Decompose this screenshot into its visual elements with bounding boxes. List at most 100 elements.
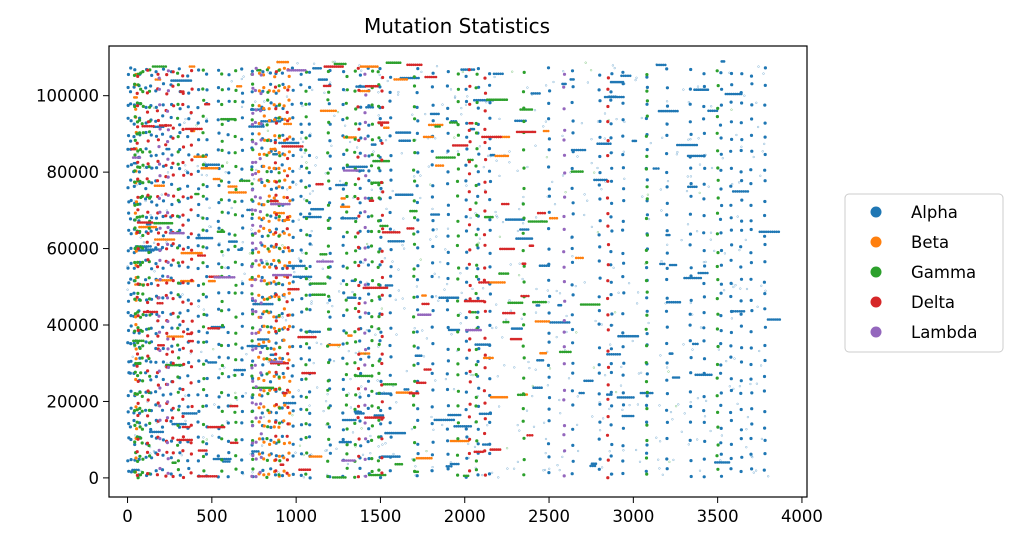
data-point (291, 313, 295, 317)
data-point (382, 416, 385, 419)
data-point (182, 330, 186, 334)
data-point (431, 309, 435, 313)
data-point (478, 145, 482, 148)
data-point (126, 103, 130, 107)
data-point (257, 229, 261, 233)
data-point (598, 303, 601, 306)
data-point (476, 267, 480, 271)
data-point (516, 229, 520, 233)
data-point (476, 170, 480, 174)
data-point (226, 211, 230, 215)
data-point (139, 469, 142, 473)
data-point (665, 277, 669, 282)
data-point (716, 410, 720, 414)
data-point (517, 274, 521, 277)
data-point (476, 106, 480, 110)
data-point (262, 297, 266, 301)
data-point (344, 298, 348, 302)
data-point (696, 397, 700, 400)
data-point (149, 427, 153, 432)
data-point (404, 193, 408, 196)
data-point (260, 295, 265, 299)
data-point (558, 292, 562, 295)
data-point (170, 350, 175, 354)
data-point (217, 183, 221, 188)
data-point (767, 475, 770, 478)
data-point (214, 361, 218, 364)
data-point (522, 323, 526, 327)
data-point (216, 148, 220, 152)
data-point (304, 185, 308, 189)
data-point (268, 71, 272, 75)
data-point (688, 154, 692, 158)
data-point (147, 341, 152, 345)
data-point (668, 233, 671, 237)
data-point (412, 232, 416, 236)
data-point (201, 228, 205, 232)
data-point (197, 187, 201, 191)
data-point (181, 247, 185, 251)
data-point (416, 151, 420, 155)
data-point (299, 328, 303, 332)
data-point (474, 201, 478, 205)
data-point (144, 313, 148, 317)
data-point (158, 466, 162, 471)
data-point (267, 166, 271, 170)
data-point (240, 421, 244, 425)
data-point (280, 357, 285, 361)
data-point (353, 306, 357, 311)
data-point (536, 386, 539, 390)
data-point (483, 76, 487, 80)
data-point (141, 292, 145, 296)
data-point (288, 441, 292, 445)
data-point (366, 440, 370, 444)
data-point (408, 193, 412, 196)
data-point (176, 162, 180, 166)
data-point (298, 167, 301, 170)
data-point (548, 467, 551, 470)
data-point (716, 251, 720, 255)
data-point (226, 404, 230, 408)
data-point (475, 100, 479, 105)
data-point (446, 347, 450, 351)
data-point (307, 435, 312, 439)
data-point (161, 360, 165, 364)
data-point (156, 231, 161, 235)
data-point (603, 374, 607, 377)
data-point (702, 182, 706, 186)
data-point (507, 135, 511, 139)
data-point (141, 131, 145, 135)
data-point (201, 183, 205, 187)
data-point (483, 431, 487, 436)
data-point (145, 298, 149, 302)
data-point (698, 191, 701, 195)
data-point (350, 296, 354, 300)
data-point (158, 386, 162, 390)
data-point (204, 155, 208, 158)
data-point (665, 67, 669, 71)
data-point (520, 218, 524, 221)
data-point (205, 197, 209, 201)
data-point (518, 207, 521, 211)
data-point (295, 183, 298, 186)
data-point (201, 325, 206, 329)
data-point (160, 468, 165, 472)
data-point (201, 68, 205, 72)
data-point (304, 102, 308, 106)
data-point (702, 88, 706, 91)
data-point (142, 339, 145, 343)
data-point (287, 324, 292, 328)
data-point (702, 281, 706, 286)
data-point (446, 467, 450, 471)
data-point (446, 227, 450, 230)
data-point (460, 106, 463, 110)
data-point (250, 420, 254, 424)
data-point (720, 434, 724, 437)
data-point (758, 230, 762, 234)
data-point (619, 384, 623, 387)
data-point (388, 421, 392, 425)
data-point (272, 245, 276, 249)
data-point (169, 279, 172, 282)
data-point (478, 237, 482, 240)
data-point (766, 230, 770, 234)
